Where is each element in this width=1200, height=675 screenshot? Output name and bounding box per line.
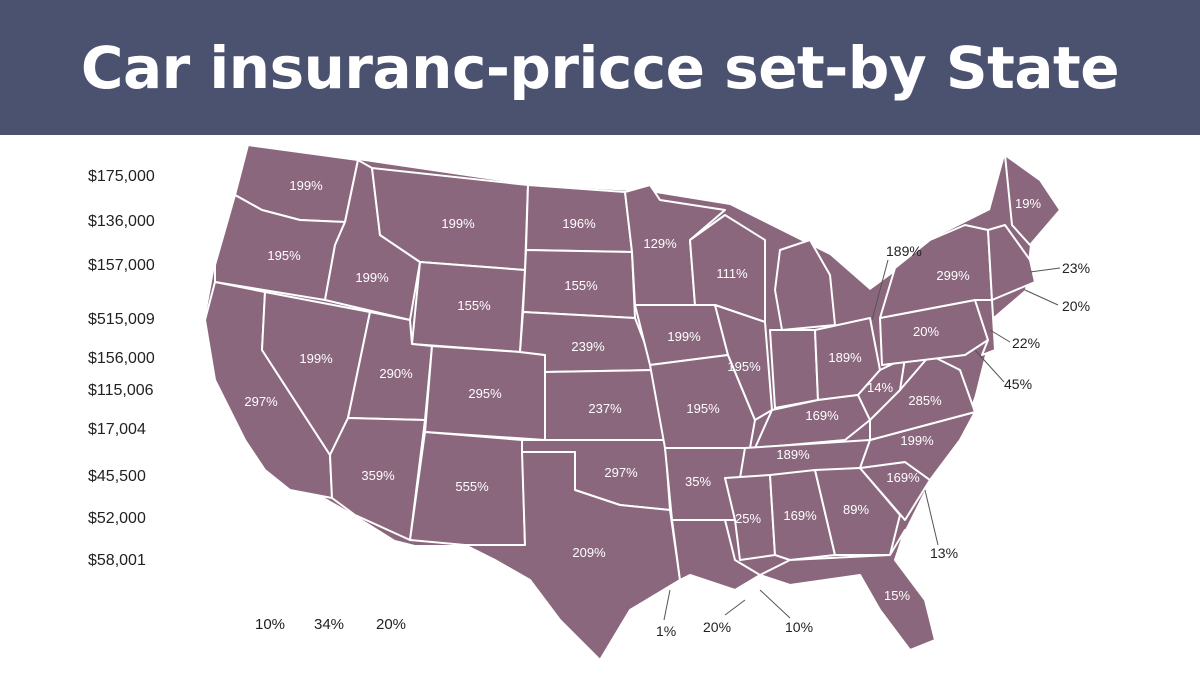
leader-line [663, 589, 671, 621]
legend-value: $175,000 [88, 168, 155, 185]
bottom-percent-label: 34% [314, 616, 345, 633]
callout-label: 1% [656, 623, 676, 639]
state-nj [974, 299, 996, 356]
state-label-mt: 199% [441, 216, 475, 231]
callout-label: 45% [1004, 376, 1032, 392]
state-label-al: 169% [783, 508, 817, 523]
state-label-ia: 199% [667, 329, 701, 344]
bottom-percent-label: 10% [255, 616, 286, 633]
state-label-il: 195% [727, 359, 761, 374]
state-label-ky: 169% [805, 408, 839, 423]
state-il [714, 304, 773, 421]
state-in [769, 329, 819, 409]
state-label-tn: 189% [776, 447, 810, 462]
legend-value: $515,009 [88, 311, 155, 328]
state-label-ne: 239% [571, 339, 605, 354]
callout-label: 13% [930, 545, 958, 561]
state-label-co: 295% [468, 386, 502, 401]
state-la [671, 519, 761, 591]
state-label-ar: 35% [685, 474, 711, 489]
state-fl [759, 529, 936, 651]
leader-line [974, 349, 1005, 383]
state-label-va: 285% [908, 393, 942, 408]
state-label-mn: 129% [643, 236, 677, 251]
state-label-nc: 199% [900, 433, 934, 448]
state-label-ks: 237% [588, 401, 622, 416]
callout-label: 20% [703, 619, 731, 635]
legend-value: $136,000 [88, 213, 155, 230]
state-label-ny: 299% [936, 268, 970, 283]
legend-value: $52,000 [88, 510, 146, 527]
leader-line [1029, 267, 1061, 273]
state-label-wi: 111% [716, 266, 748, 281]
state-ga [814, 467, 901, 556]
state-label-nm: 555% [455, 479, 489, 494]
leader-line [1024, 289, 1059, 306]
state-me [1004, 154, 1061, 246]
state-label-wa: 199% [289, 178, 323, 193]
leader-line [724, 599, 746, 616]
state-label-ok: 297% [604, 465, 638, 480]
state-label-wy: 155% [457, 298, 491, 313]
state-tx [464, 451, 681, 661]
page-title: Car insuranc-pricce set-by State [80, 33, 1120, 102]
state-label-mo: 195% [686, 401, 720, 416]
state-label-az: 359% [361, 468, 395, 483]
callout-label: 23% [1062, 260, 1090, 276]
state-label-tx: 209% [572, 545, 606, 560]
state-label-sc: 169% [886, 470, 920, 485]
legend-value: $115,006 [88, 382, 154, 399]
state-az [329, 417, 426, 541]
callout-label: 22% [1012, 335, 1040, 351]
callout-label: 189% [886, 243, 922, 259]
leader-line [989, 329, 1011, 343]
state-label-ms: 25% [735, 511, 761, 526]
state-label-pa: 20% [913, 324, 939, 339]
state-mo [649, 354, 756, 449]
title-banner: Car insuranc-pricce set-by State [0, 0, 1200, 135]
state-label-nv: 199% [299, 351, 333, 366]
state-al [769, 469, 836, 561]
bottom-percent-label: 20% [376, 616, 407, 633]
legend-value: $157,000 [88, 257, 155, 274]
legend-value: $58,001 [88, 552, 146, 569]
leader-line [871, 259, 889, 321]
state-label-wv: 14% [867, 380, 893, 395]
legend-value: $17,004 [88, 421, 146, 438]
state-new-england [987, 224, 1036, 301]
state-label-me: 19% [1015, 196, 1041, 211]
callout-label: 20% [1062, 298, 1090, 314]
legend-value: $45,500 [88, 468, 146, 485]
state-label-id: 199% [355, 270, 389, 285]
state-label-or: 195% [267, 248, 301, 263]
state-ms [724, 474, 776, 561]
state-label-ca: 297% [244, 394, 278, 409]
state-label-fl: 15% [884, 588, 910, 603]
legend-value: $156,000 [88, 350, 155, 367]
callout-label: 10% [785, 619, 813, 635]
state-label-ga: 89% [843, 502, 869, 517]
leader-line [759, 589, 791, 619]
state-label-oh: 189% [828, 350, 862, 365]
state-label-sd: 155% [564, 278, 598, 293]
state-wv [857, 357, 906, 421]
state-label-ut: 290% [379, 366, 413, 381]
leader-line [924, 489, 939, 546]
state-label-nd: 196% [562, 216, 596, 231]
